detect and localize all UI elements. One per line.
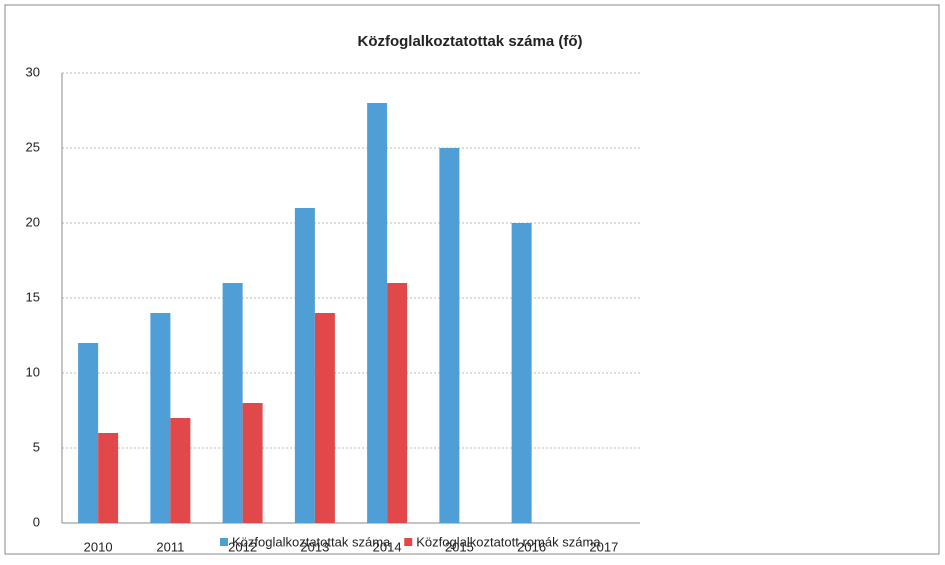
- x-tick-label: 2011: [156, 539, 184, 554]
- x-tick-label: 2014: [373, 539, 402, 554]
- y-tick-label: 5: [33, 439, 40, 454]
- x-tick-label: 2013: [300, 539, 329, 554]
- chart-frame: [4, 4, 940, 555]
- legend-label: Közfoglalkoztatottak száma: [232, 534, 391, 549]
- y-tick-label: 15: [26, 289, 40, 304]
- bar: [294, 208, 315, 523]
- bar: [387, 283, 408, 523]
- bar: [222, 283, 243, 523]
- y-tick-label: 20: [26, 214, 40, 229]
- legend-label: Közfoglalkoztatott romák száma: [416, 534, 601, 549]
- x-tick-label: 2010: [84, 539, 113, 554]
- bar: [367, 103, 388, 523]
- chart-title: Közfoglalkoztatottak száma (fő): [357, 33, 582, 50]
- bar: [511, 223, 532, 523]
- legend-swatch: [220, 538, 228, 546]
- bar: [98, 433, 119, 523]
- x-tick-label: 2012: [228, 539, 257, 554]
- bar: [170, 418, 191, 523]
- y-tick-label: 25: [26, 139, 40, 154]
- legend-swatch: [404, 538, 413, 546]
- x-tick-label: 2016: [517, 539, 546, 554]
- y-tick-label: 10: [26, 364, 40, 379]
- x-tick-label: 2017: [589, 539, 618, 554]
- x-tick-label: 2015: [445, 539, 474, 554]
- bar: [150, 313, 171, 523]
- bar: [314, 313, 335, 523]
- bar: [439, 148, 460, 523]
- bar: [78, 343, 99, 523]
- y-tick-label: 30: [26, 64, 40, 79]
- bar: [242, 403, 263, 523]
- y-tick-label: 0: [33, 514, 40, 529]
